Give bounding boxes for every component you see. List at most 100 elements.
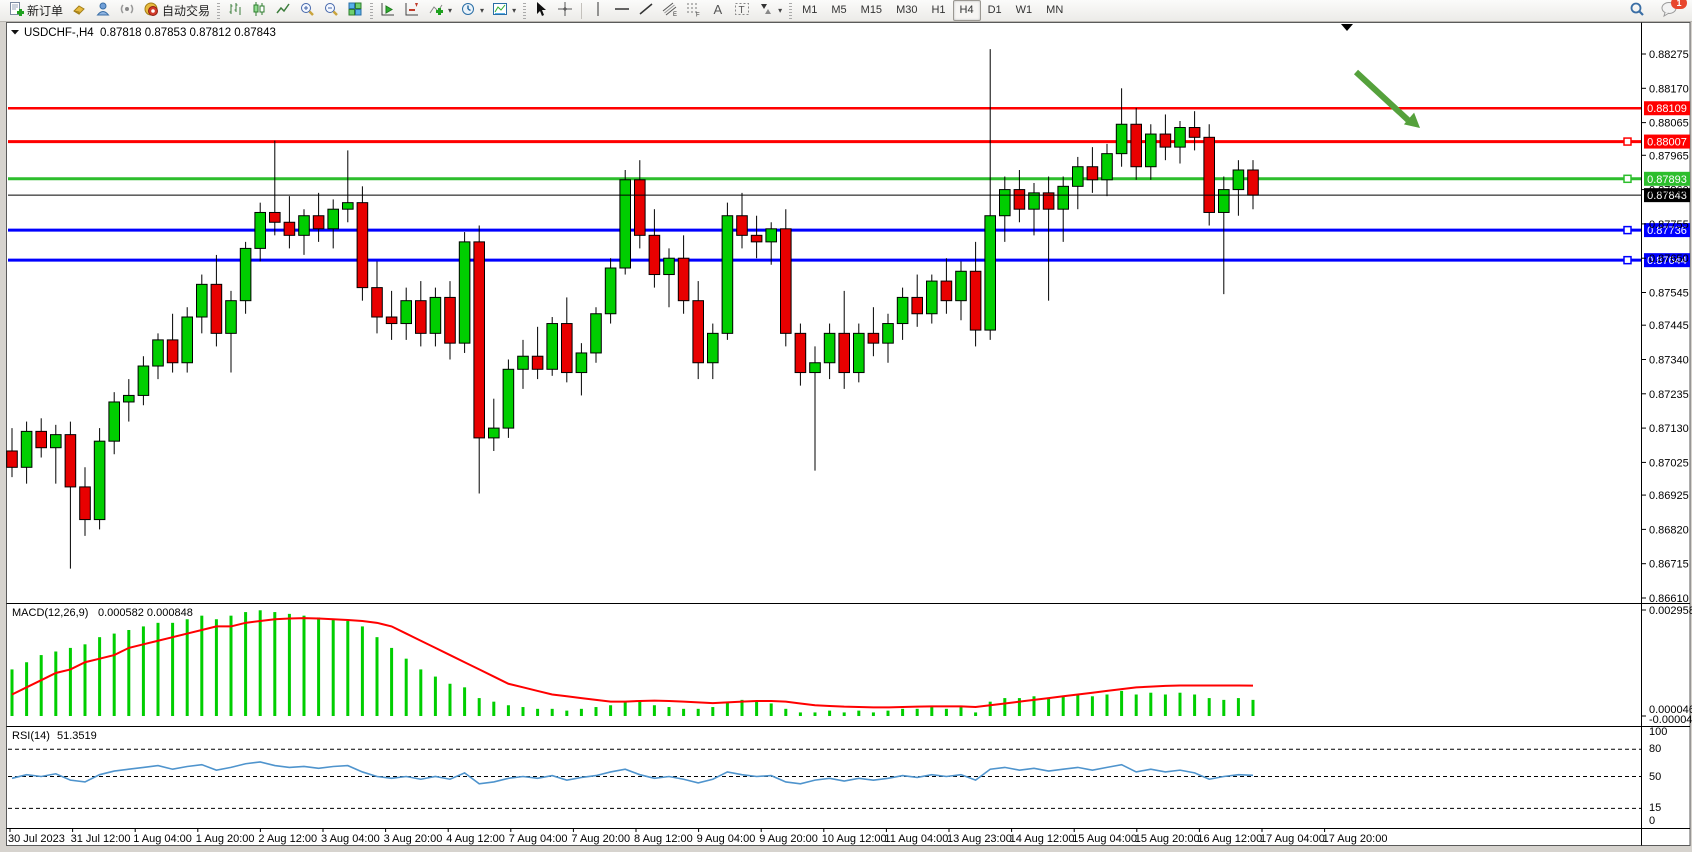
candle bbox=[838, 290, 851, 389]
zoom-out-icon bbox=[323, 1, 339, 20]
candle bbox=[692, 281, 705, 380]
toolbar: 新订单 自动交易 ▾ ▾ ▾ E bbox=[0, 0, 1692, 22]
vertical-line-button[interactable] bbox=[586, 0, 610, 21]
trend-arrow[interactable] bbox=[1353, 69, 1411, 123]
chat-button[interactable]: 1 bbox=[1656, 0, 1687, 21]
timeframe-button-m15[interactable]: M15 bbox=[860, 4, 883, 16]
rsi-axis-label: 0 bbox=[1649, 815, 1655, 827]
price-tick-label: 0.86925 bbox=[1649, 490, 1689, 502]
candle bbox=[882, 313, 894, 363]
candle bbox=[1203, 124, 1216, 226]
new-order-button[interactable]: 新订单 bbox=[4, 0, 67, 21]
auto-scroll-button[interactable] bbox=[376, 0, 400, 21]
timeframe-button-m5[interactable]: M5 bbox=[831, 4, 847, 16]
time-label: 1 Aug 20:00 bbox=[196, 833, 255, 845]
macd-bar bbox=[842, 712, 846, 716]
macd-bar bbox=[959, 707, 963, 716]
macd-bar bbox=[857, 710, 861, 716]
periods-button[interactable]: ▾ bbox=[456, 0, 488, 21]
macd-bar bbox=[98, 637, 102, 716]
fibonacci-button[interactable]: F bbox=[682, 0, 706, 21]
macd-bar bbox=[988, 701, 992, 716]
horizontal-line-button[interactable] bbox=[610, 0, 634, 21]
price-axis[interactable]: 0.88275 0.88170 0.88065 0.87965 0.87860 0.877… bbox=[1641, 49, 1689, 605]
line-handle[interactable] bbox=[1623, 255, 1632, 265]
zoom-in-button[interactable] bbox=[295, 0, 319, 21]
svg-text:T: T bbox=[739, 5, 745, 16]
time-label: 7 Aug 20:00 bbox=[571, 833, 630, 845]
candle bbox=[896, 287, 909, 340]
crosshair-button[interactable] bbox=[553, 0, 577, 21]
new-order-icon bbox=[8, 1, 24, 20]
line-chart-button[interactable] bbox=[271, 0, 295, 21]
macd-bar bbox=[974, 712, 978, 716]
indicators-button[interactable]: ▾ bbox=[424, 0, 456, 21]
chart-title-ohlc: 0.87818 0.87853 0.87812 0.87843 bbox=[100, 27, 276, 39]
zoom-out-button[interactable] bbox=[319, 0, 343, 21]
profile-button[interactable] bbox=[91, 0, 115, 21]
chart-shift-marker[interactable] bbox=[1341, 24, 1353, 31]
text-button[interactable]: A bbox=[706, 0, 730, 21]
macd-bar bbox=[83, 644, 87, 716]
candle bbox=[342, 150, 354, 223]
trendline-button[interactable] bbox=[634, 0, 658, 21]
chart-dropdown-icon[interactable] bbox=[11, 30, 19, 35]
fibonacci-icon: F bbox=[686, 1, 702, 20]
timeframe-button-w1[interactable]: W1 bbox=[1015, 4, 1033, 16]
panel-separators bbox=[6, 22, 1690, 846]
price-badge-label: 0.88007 bbox=[1647, 137, 1687, 149]
autotrade-button[interactable]: 自动交易 bbox=[139, 0, 214, 21]
timeframe-button-m1[interactable]: M1 bbox=[802, 4, 818, 16]
autotrade-icon bbox=[143, 1, 159, 20]
candle bbox=[926, 274, 938, 324]
macd-bar bbox=[25, 662, 29, 716]
rsi-panel: 100 80 50 150 bbox=[8, 726, 1667, 827]
tile-windows-button[interactable] bbox=[343, 0, 367, 21]
candlestick-button[interactable] bbox=[247, 0, 271, 21]
macd-bar bbox=[229, 615, 233, 716]
text-label-button[interactable]: T bbox=[730, 0, 754, 21]
macd-bar bbox=[944, 708, 948, 716]
signals-button[interactable] bbox=[115, 0, 139, 21]
cursor-button[interactable] bbox=[529, 0, 553, 21]
arrows-button[interactable]: ▾ bbox=[754, 0, 786, 21]
svg-text:E: E bbox=[673, 12, 677, 17]
horizontal-line-icon bbox=[614, 1, 630, 20]
time-label: 3 Aug 20:00 bbox=[384, 833, 443, 845]
macd-bar bbox=[696, 708, 700, 716]
line-handle[interactable] bbox=[1623, 174, 1632, 184]
chevron-down-icon: ▾ bbox=[480, 6, 485, 15]
macd-bar bbox=[185, 619, 189, 716]
chart-shift-button[interactable] bbox=[400, 0, 424, 21]
macd-bar bbox=[1090, 696, 1094, 716]
timeframe-button-h1[interactable]: H1 bbox=[931, 4, 946, 16]
line-handle[interactable] bbox=[1623, 225, 1632, 235]
candle bbox=[1042, 176, 1055, 301]
macd-bar bbox=[273, 612, 277, 716]
svg-text:A: A bbox=[714, 2, 723, 17]
macd-panel: 0.002958 0.000046-0.000046 bbox=[10, 605, 1692, 726]
market-watch-button[interactable] bbox=[67, 0, 91, 21]
candle bbox=[269, 140, 281, 236]
timeframe-button-mn[interactable]: MN bbox=[1046, 4, 1064, 16]
rsi-value: 51.3519 bbox=[57, 730, 97, 742]
macd-bar bbox=[360, 626, 364, 716]
time-label: 10 Aug 12:00 bbox=[822, 833, 887, 845]
candle bbox=[123, 379, 135, 422]
candle bbox=[152, 333, 164, 380]
bar-chart-button[interactable] bbox=[223, 0, 247, 21]
candle bbox=[108, 392, 121, 455]
timeframe-button-m30[interactable]: M30 bbox=[896, 4, 918, 16]
templates-button[interactable]: ▾ bbox=[488, 0, 520, 21]
timeframe-button-h4[interactable]: H4 bbox=[952, 0, 981, 21]
line-handle[interactable] bbox=[1623, 137, 1632, 146]
channel-button[interactable]: E bbox=[658, 0, 682, 21]
search-button[interactable] bbox=[1624, 0, 1650, 21]
timeframe-button-d1[interactable]: D1 bbox=[987, 4, 1002, 16]
time-axis[interactable]: 30 Jul 2023 31 Jul 12:00 1 Aug 04:00 1 Aug … bbox=[8, 828, 1387, 845]
candlestick-icon bbox=[251, 1, 267, 20]
trend-arrow-head[interactable] bbox=[1403, 112, 1420, 128]
macd-bar bbox=[915, 708, 919, 716]
candle bbox=[794, 323, 807, 386]
macd-bar bbox=[258, 610, 262, 716]
